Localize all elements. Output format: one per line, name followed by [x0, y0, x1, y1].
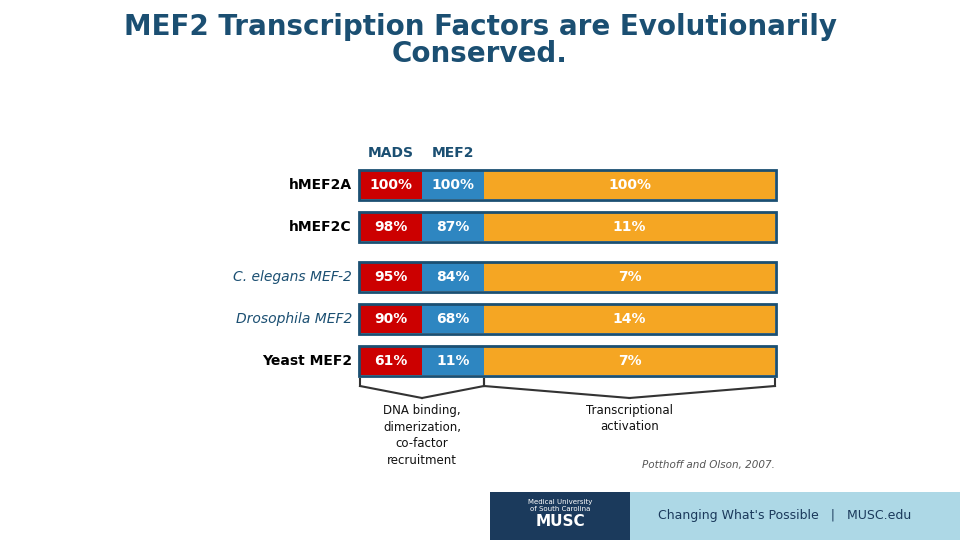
Text: 61%: 61% — [374, 354, 408, 368]
Bar — [422, 171, 484, 199]
Text: 7%: 7% — [617, 270, 641, 284]
Text: MEF2 Transcription Factors are Evolutionarily: MEF2 Transcription Factors are Evolution… — [124, 13, 836, 41]
Text: hMEF2C: hMEF2C — [289, 220, 352, 234]
Bar — [360, 263, 422, 291]
Text: 7%: 7% — [617, 354, 641, 368]
Text: 98%: 98% — [374, 220, 408, 234]
Text: 100%: 100% — [370, 178, 413, 192]
Bar — [422, 263, 484, 291]
Bar — [359, 170, 776, 200]
Text: Changing What's Possible   |   MUSC.edu: Changing What's Possible | MUSC.edu — [659, 510, 912, 523]
Text: 11%: 11% — [436, 354, 469, 368]
Bar — [484, 213, 775, 241]
Bar — [359, 212, 776, 242]
Text: Yeast MEF2: Yeast MEF2 — [262, 354, 352, 368]
Bar — [360, 305, 422, 333]
Text: Potthoff and Olson, 2007.: Potthoff and Olson, 2007. — [642, 460, 775, 470]
Text: 100%: 100% — [608, 178, 651, 192]
Text: 100%: 100% — [431, 178, 474, 192]
Text: 95%: 95% — [374, 270, 408, 284]
Text: MEF2: MEF2 — [432, 146, 474, 160]
Bar — [484, 347, 775, 375]
Text: DNA binding,
dimerization,
co-factor
recruitment: DNA binding, dimerization, co-factor rec… — [383, 404, 461, 467]
Text: MADS: MADS — [368, 146, 414, 160]
Bar — [359, 262, 776, 292]
Bar — [360, 347, 422, 375]
Bar — [484, 305, 775, 333]
Bar — [359, 304, 776, 334]
Bar — [484, 263, 775, 291]
Text: 68%: 68% — [436, 312, 469, 326]
Text: 90%: 90% — [374, 312, 408, 326]
Bar — [360, 213, 422, 241]
Bar — [422, 347, 484, 375]
Text: 14%: 14% — [612, 312, 646, 326]
Bar — [484, 171, 775, 199]
Text: 84%: 84% — [436, 270, 469, 284]
Text: 11%: 11% — [612, 220, 646, 234]
Bar — [360, 171, 422, 199]
Bar — [422, 213, 484, 241]
Bar — [359, 346, 776, 376]
Bar — [630, 492, 960, 540]
Bar — [422, 305, 484, 333]
Text: hMEF2A: hMEF2A — [289, 178, 352, 192]
Bar — [490, 492, 630, 540]
Text: Medical University
of South Carolina: Medical University of South Carolina — [528, 499, 592, 512]
Text: Transcriptional
activation: Transcriptional activation — [586, 404, 673, 434]
Text: Drosophila MEF2: Drosophila MEF2 — [235, 312, 352, 326]
Text: C. elegans MEF-2: C. elegans MEF-2 — [233, 270, 352, 284]
Text: Conserved.: Conserved. — [392, 40, 568, 68]
Text: 87%: 87% — [436, 220, 469, 234]
Text: MUSC: MUSC — [535, 514, 585, 529]
